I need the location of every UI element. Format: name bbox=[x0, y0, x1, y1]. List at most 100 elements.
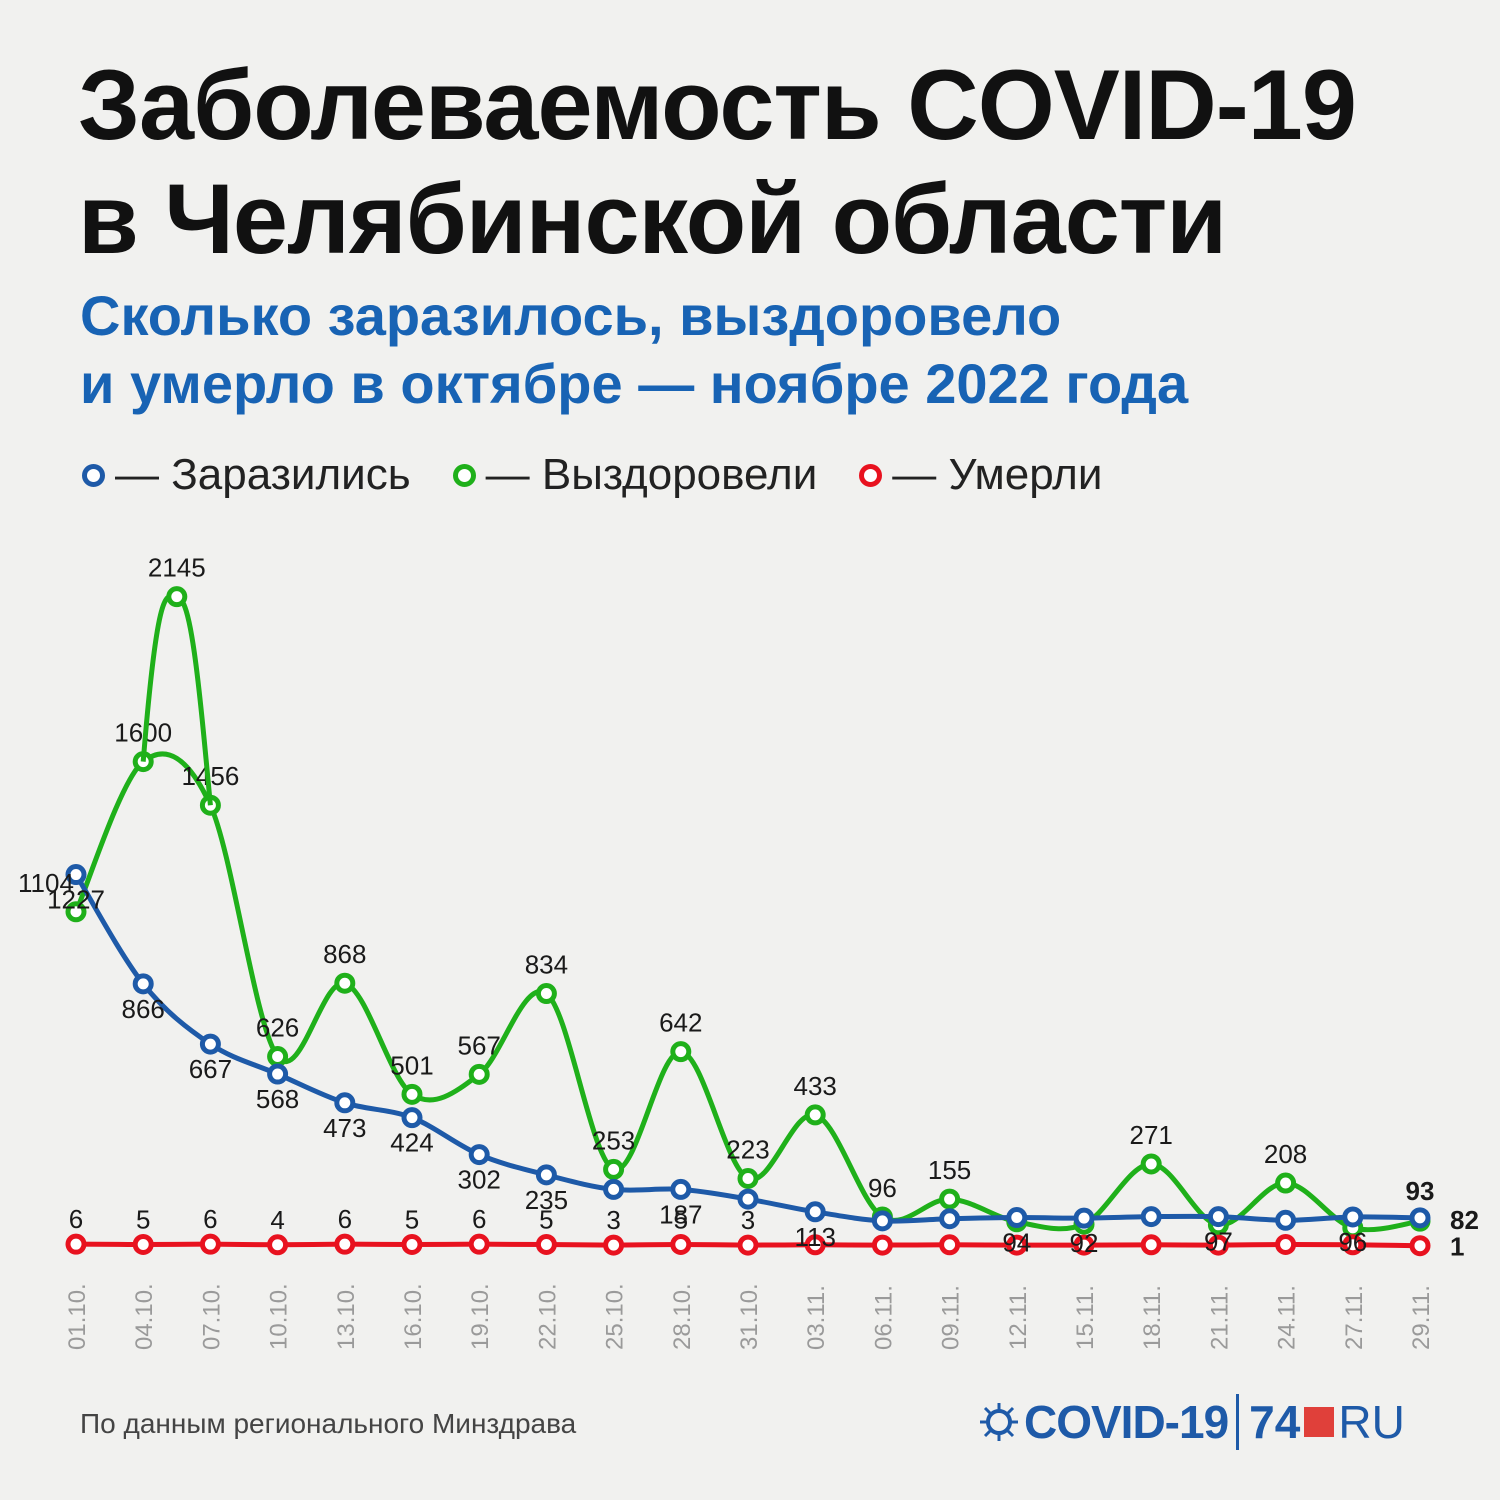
logo-ru-text: RU bbox=[1338, 1396, 1405, 1448]
data-point-infected bbox=[334, 1092, 356, 1114]
legend-label-infected: — Заразились bbox=[115, 450, 411, 499]
data-point-infected bbox=[737, 1188, 759, 1210]
data-label-infected: 473 bbox=[323, 1113, 366, 1143]
data-point-recovered bbox=[535, 983, 557, 1005]
data-label-died: 3 bbox=[606, 1205, 620, 1235]
data-point-infected bbox=[468, 1144, 490, 1166]
legend-label-recovered: — Выздоровели bbox=[485, 450, 818, 499]
data-point-recovered bbox=[1275, 1172, 1297, 1194]
data-label-recovered: 223 bbox=[726, 1134, 769, 1164]
data-label-died: 6 bbox=[472, 1204, 486, 1234]
legend-item-recovered: — Выздоровели bbox=[452, 450, 818, 500]
data-point-died bbox=[267, 1234, 289, 1256]
data-label-died: 5 bbox=[539, 1204, 553, 1234]
x-tick-label: 24.11. bbox=[1274, 1285, 1301, 1350]
data-label-recovered: 567 bbox=[458, 1030, 501, 1060]
data-point-died bbox=[1275, 1233, 1297, 1255]
data-point-died bbox=[670, 1233, 692, 1255]
data-point-died bbox=[1207, 1234, 1229, 1256]
data-point-recovered-peak bbox=[166, 586, 188, 608]
data-point-infected bbox=[267, 1063, 289, 1085]
data-label-infected: 302 bbox=[458, 1165, 501, 1195]
data-label-infected: 866 bbox=[122, 994, 165, 1024]
chart-title-line2: в Челябинской области bbox=[78, 163, 1227, 274]
data-label-died: 6 bbox=[338, 1204, 352, 1234]
data-point-infected bbox=[1275, 1209, 1297, 1231]
logo-covid-text: COVID-19 bbox=[1024, 1396, 1229, 1448]
legend-label-died: — Умерли bbox=[892, 450, 1103, 499]
data-label-recovered: 1104 bbox=[18, 868, 74, 898]
logo-square-icon bbox=[1304, 1407, 1335, 1437]
data-point-infected bbox=[1342, 1206, 1364, 1228]
data-label-recovered: 834 bbox=[525, 950, 568, 980]
data-label-recovered: 271 bbox=[1130, 1120, 1173, 1150]
data-point-infected bbox=[199, 1033, 221, 1055]
data-label-infected: 568 bbox=[256, 1084, 299, 1114]
data-label-died: 5 bbox=[674, 1204, 688, 1234]
data-label-recovered-peak: 2145 bbox=[148, 553, 206, 583]
data-point-infected bbox=[1207, 1206, 1229, 1228]
data-label-recovered: 626 bbox=[256, 1012, 299, 1042]
data-label-infected: 1227 bbox=[47, 885, 105, 915]
x-tick-label: 28.10. bbox=[669, 1283, 696, 1350]
data-point-died bbox=[199, 1233, 221, 1255]
x-tick-label: 15.11. bbox=[1072, 1285, 1099, 1350]
data-point-died bbox=[132, 1233, 154, 1255]
x-tick-label: 25.10. bbox=[602, 1283, 629, 1350]
x-tick-label: 31.10. bbox=[736, 1283, 763, 1350]
data-label-infected: 93 bbox=[1406, 1176, 1435, 1206]
x-tick-label: 09.11. bbox=[938, 1285, 965, 1350]
data-label-infected: 97 bbox=[1204, 1227, 1233, 1257]
x-tick-label: 03.11. bbox=[803, 1285, 830, 1350]
data-point-recovered bbox=[1140, 1153, 1162, 1175]
data-label-recovered: 82 bbox=[1450, 1205, 1479, 1235]
data-point-died bbox=[1006, 1234, 1028, 1256]
chart-legend: — Заразились — Выздоровели — Умерли bbox=[82, 448, 1144, 502]
data-point-recovered bbox=[401, 1083, 423, 1105]
data-label-recovered: 501 bbox=[390, 1050, 433, 1080]
data-label-infected: 187 bbox=[659, 1199, 702, 1229]
x-tick-label: 07.10. bbox=[198, 1283, 225, 1350]
data-point-infected bbox=[1006, 1207, 1028, 1229]
x-tick-label: 18.11. bbox=[1139, 1285, 1166, 1350]
data-point-died bbox=[65, 1233, 87, 1255]
chart-title-line1: Заболеваемость COVID-19 bbox=[78, 49, 1357, 160]
data-point-recovered bbox=[603, 1158, 625, 1180]
data-label-infected: 94 bbox=[1002, 1228, 1031, 1258]
data-point-died bbox=[1409, 1235, 1431, 1257]
x-tick-label: 04.10. bbox=[131, 1283, 158, 1350]
x-tick-label: 13.10. bbox=[333, 1283, 360, 1350]
data-point-died bbox=[939, 1234, 961, 1256]
legend-item-died: — Умерли bbox=[859, 450, 1102, 500]
x-tick-label: 27.11. bbox=[1341, 1285, 1368, 1350]
data-label-died: 5 bbox=[136, 1204, 150, 1234]
logo-divider bbox=[1236, 1394, 1240, 1450]
x-tick-label: 21.11. bbox=[1206, 1285, 1233, 1350]
data-point-died bbox=[535, 1233, 557, 1255]
x-tick-label: 22.10. bbox=[534, 1283, 561, 1350]
data-point-died bbox=[871, 1234, 893, 1256]
data-point-died bbox=[1140, 1234, 1162, 1256]
data-point-infected bbox=[401, 1107, 423, 1129]
legend-item-infected: — Заразились bbox=[82, 450, 411, 500]
data-point-recovered bbox=[468, 1063, 490, 1085]
logo-74-text: 74 bbox=[1249, 1396, 1301, 1448]
virus-icon bbox=[978, 1401, 1020, 1443]
data-point-infected bbox=[1073, 1207, 1095, 1229]
chart-title: Заболеваемость COVID-19 в Челябинской об… bbox=[78, 48, 1478, 276]
x-tick-label: 01.10. bbox=[64, 1283, 91, 1350]
data-point-infected bbox=[871, 1210, 893, 1232]
data-label-died: 6 bbox=[203, 1204, 217, 1234]
data-point-died bbox=[804, 1234, 826, 1256]
data-point-infected bbox=[535, 1164, 557, 1186]
data-label-died: 6 bbox=[69, 1204, 83, 1234]
legend-marker-died bbox=[859, 463, 883, 487]
data-point-infected bbox=[65, 864, 87, 886]
data-point-infected bbox=[939, 1208, 961, 1230]
data-point-died bbox=[603, 1234, 625, 1256]
chart-subtitle-line1: Сколько заразилось, выздоровело bbox=[80, 284, 1062, 347]
line-chart: 01.10. 04.10. 07.10. 10.10. 13.10. 16.10. 19.1… bbox=[18, 553, 1479, 1350]
data-point-died bbox=[1073, 1234, 1095, 1256]
data-label-recovered: 642 bbox=[659, 1008, 702, 1038]
data-label-recovered: 96 bbox=[868, 1173, 897, 1203]
